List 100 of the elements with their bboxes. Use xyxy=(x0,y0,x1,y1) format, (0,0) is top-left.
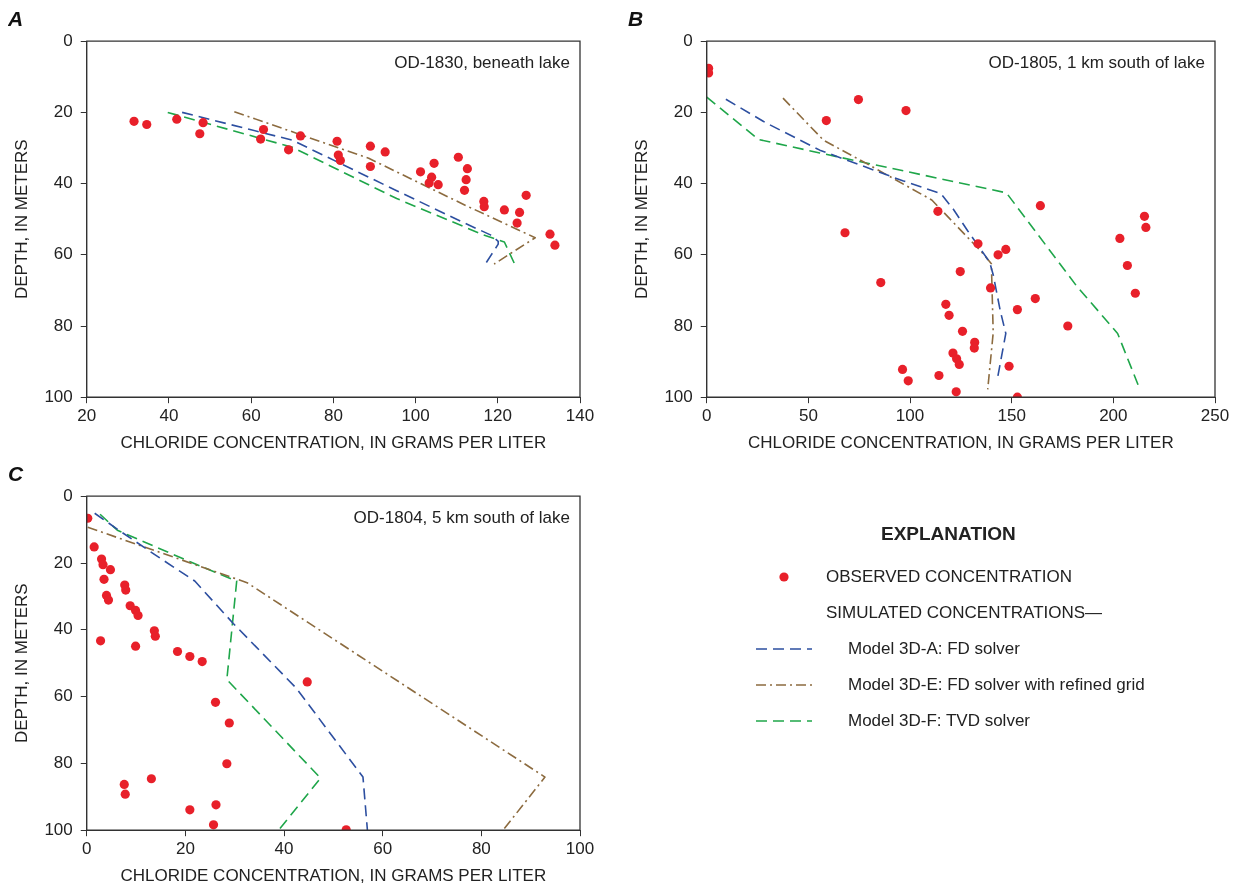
point xyxy=(302,677,312,687)
y-tick-label: 100 xyxy=(664,386,693,406)
line-series xyxy=(86,526,546,831)
point xyxy=(415,167,426,177)
point xyxy=(210,697,221,707)
x-tick-label: 20 xyxy=(175,839,195,859)
point xyxy=(985,283,996,293)
y-tick-label: 60 xyxy=(673,244,693,264)
x-tick-label: 40 xyxy=(159,406,179,426)
legend-title: EXPLANATION xyxy=(881,523,1017,545)
point xyxy=(295,131,306,141)
point xyxy=(332,136,342,146)
point xyxy=(954,359,964,370)
point xyxy=(901,106,911,116)
x-tick-label: 80 xyxy=(323,406,343,426)
point xyxy=(1001,244,1011,255)
x-tick-label: 60 xyxy=(373,839,393,859)
y-tick-label: 40 xyxy=(53,173,73,193)
point xyxy=(1063,321,1073,331)
legend-label: OBSERVED CONCENTRATION xyxy=(826,567,1072,587)
point xyxy=(957,326,968,336)
text: OD-1830, beneath lake xyxy=(394,53,570,73)
legend-label: Model 3D-A: FD solver xyxy=(848,639,1020,659)
y-axis-title: DEPTH, IN METERS xyxy=(11,139,31,300)
point xyxy=(545,229,555,239)
y-axis-title: DEPTH, IN METERS xyxy=(631,139,651,300)
x-tick-label: 40 xyxy=(274,839,294,859)
point xyxy=(133,610,143,621)
point xyxy=(89,542,99,552)
x-tick-label: 150 xyxy=(997,406,1026,426)
point xyxy=(1141,222,1151,232)
point xyxy=(256,134,266,144)
point xyxy=(951,387,961,397)
point xyxy=(195,129,205,139)
point xyxy=(840,228,850,238)
point xyxy=(429,158,439,168)
y-tick-label: 20 xyxy=(673,102,693,122)
point xyxy=(130,641,141,651)
y-tick-label: 100 xyxy=(44,386,73,406)
point xyxy=(1122,260,1132,271)
y-tick-label: 0 xyxy=(63,30,73,50)
x-axis-title: CHLORIDE CONCENTRATION, IN GRAMS PER LITER xyxy=(120,866,547,886)
point xyxy=(424,178,434,188)
point xyxy=(969,343,979,353)
point xyxy=(208,820,219,830)
x-tick-label: 80 xyxy=(471,839,491,859)
text: OD-1804, 5 km south of lake xyxy=(353,508,570,528)
point xyxy=(955,266,965,277)
point xyxy=(365,141,375,151)
point xyxy=(876,277,886,288)
point xyxy=(119,779,129,790)
x-tick-label: 0 xyxy=(82,839,92,859)
point xyxy=(335,155,345,166)
y-axis-title: DEPTH, IN METERS xyxy=(11,583,31,744)
point xyxy=(521,190,531,200)
y-tick-label: 40 xyxy=(673,173,693,193)
point xyxy=(934,370,944,381)
point xyxy=(380,147,390,157)
point xyxy=(172,646,183,657)
point xyxy=(98,560,108,570)
point xyxy=(459,185,470,195)
point xyxy=(499,205,509,215)
point xyxy=(1130,288,1140,298)
chart-title: A xyxy=(7,7,24,31)
point xyxy=(821,115,831,126)
point xyxy=(1004,361,1014,371)
x-tick-label: 20 xyxy=(77,406,97,426)
y-tick-label: 80 xyxy=(53,753,73,773)
x-tick-label: 200 xyxy=(1099,406,1128,426)
y-tick-label: 0 xyxy=(683,30,693,50)
x-tick-label: 250 xyxy=(1200,406,1230,426)
line-series xyxy=(233,110,536,265)
point xyxy=(172,114,182,124)
point xyxy=(142,119,152,130)
point xyxy=(120,789,130,799)
point xyxy=(150,631,160,641)
x-tick-label: 100 xyxy=(565,839,595,859)
point xyxy=(283,145,294,155)
point xyxy=(853,94,864,105)
x-tick-label: 0 xyxy=(702,406,712,426)
point xyxy=(121,585,131,595)
point xyxy=(903,376,913,386)
point xyxy=(453,152,463,162)
line-series xyxy=(706,96,1140,387)
point xyxy=(129,116,139,126)
y-tick-label: 60 xyxy=(53,686,73,706)
point xyxy=(1035,201,1045,211)
line-series xyxy=(99,513,322,831)
point xyxy=(185,805,195,815)
point xyxy=(550,240,560,250)
point xyxy=(993,250,1003,260)
x-tick-label: 100 xyxy=(401,406,430,426)
text: SIMULATED CONCENTRATIONS— xyxy=(825,602,1104,624)
point xyxy=(105,565,116,575)
chart-title: B xyxy=(628,7,644,31)
point xyxy=(222,759,232,769)
point xyxy=(185,651,195,662)
point xyxy=(1115,233,1125,244)
point xyxy=(258,124,269,135)
legend-label: Model 3D-F: TVD solver xyxy=(848,711,1031,731)
